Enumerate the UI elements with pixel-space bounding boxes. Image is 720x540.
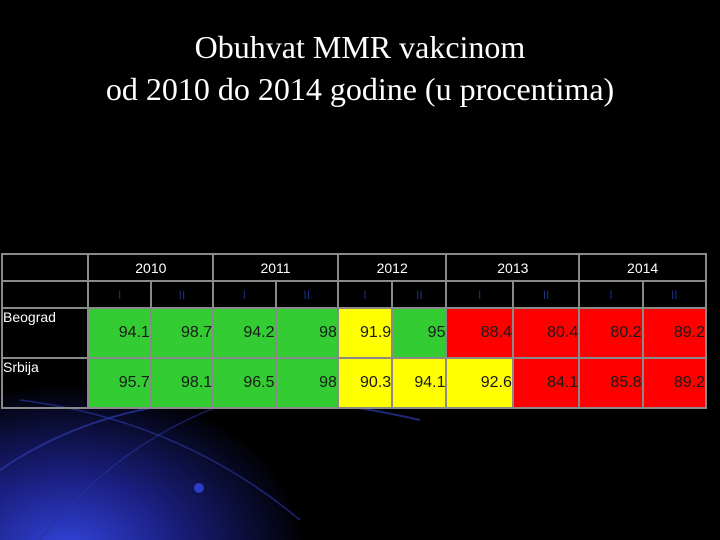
value-cell: 88.4 bbox=[446, 308, 513, 358]
background-dot bbox=[194, 483, 204, 493]
half-header: II bbox=[512, 281, 580, 308]
half-header: I bbox=[446, 281, 513, 308]
half-header: I bbox=[213, 281, 276, 308]
background-swoosh bbox=[0, 300, 340, 540]
title-line-1: Obuhvat MMR vakcinom bbox=[194, 29, 526, 65]
value-cell: 95 bbox=[392, 308, 447, 358]
half-header: II bbox=[392, 281, 447, 308]
year-header: 2010 bbox=[88, 254, 214, 281]
value-cell: 90.3 bbox=[337, 358, 393, 408]
value-cell: 84.1 bbox=[512, 358, 580, 408]
value-cell: 94.1 bbox=[88, 308, 151, 358]
row-label-srbija: Srbija bbox=[2, 358, 89, 408]
year-header: 2011 bbox=[213, 254, 338, 281]
half-header: II bbox=[642, 281, 706, 308]
half-header: I bbox=[337, 281, 393, 308]
half-header: II bbox=[275, 281, 338, 308]
half-header: I bbox=[579, 281, 643, 308]
half-header: II bbox=[150, 281, 214, 308]
table-row: Beograd 94.1 98.7 94.2 98 91.9 95 88.4 8… bbox=[2, 308, 706, 358]
half-header: I bbox=[88, 281, 151, 308]
value-cell: 80.4 bbox=[512, 308, 580, 358]
page-title: Obuhvat MMR vakcinom od 2010 do 2014 god… bbox=[0, 26, 720, 110]
value-cell: 92.6 bbox=[446, 358, 513, 408]
year-header: 2012 bbox=[337, 254, 447, 281]
value-cell: 94.2 bbox=[213, 308, 276, 358]
value-cell: 89.2 bbox=[642, 308, 706, 358]
value-cell: 94.1 bbox=[392, 358, 447, 408]
year-header-row: 2010 2011 2012 2013 2014 bbox=[2, 254, 706, 281]
year-header: 2014 bbox=[579, 254, 706, 281]
row-label-beograd: Beograd bbox=[2, 308, 89, 358]
value-cell: 98 bbox=[275, 308, 338, 358]
corner-cell bbox=[2, 254, 89, 281]
value-cell: 91.9 bbox=[337, 308, 393, 358]
value-cell: 96.5 bbox=[213, 358, 276, 408]
value-cell: 80.2 bbox=[579, 308, 643, 358]
half-header-row: I II I II I II I II I II bbox=[2, 281, 706, 308]
value-cell: 85.8 bbox=[579, 358, 643, 408]
title-line-2: od 2010 do 2014 godine (u procentima) bbox=[105, 71, 615, 107]
value-cell: 95.7 bbox=[88, 358, 151, 408]
half-header-blank bbox=[2, 281, 89, 308]
value-cell: 98.7 bbox=[150, 308, 214, 358]
value-cell: 98 bbox=[275, 358, 338, 408]
table-row: Srbija 95.7 98.1 96.5 98 90.3 94.1 92.6 … bbox=[2, 358, 706, 408]
year-header: 2013 bbox=[446, 254, 580, 281]
coverage-table: 2010 2011 2012 2013 2014 I II I II I II … bbox=[1, 253, 707, 409]
value-cell: 98.1 bbox=[150, 358, 214, 408]
value-cell: 89.2 bbox=[642, 358, 706, 408]
